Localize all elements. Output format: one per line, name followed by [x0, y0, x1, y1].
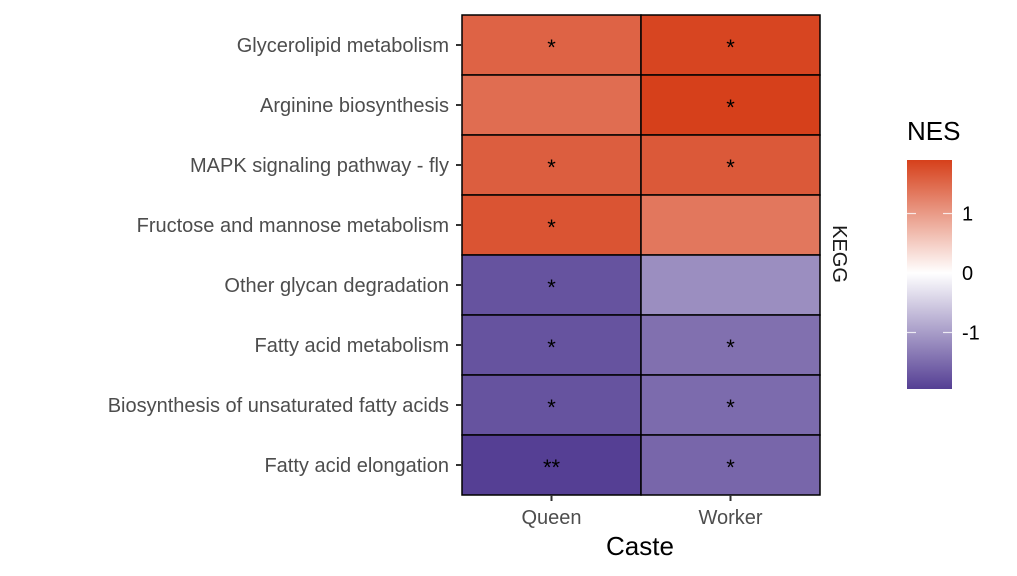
legend-colorbar [907, 160, 952, 389]
significance-star: * [547, 155, 556, 180]
color-legend: NES 1 0 -1 [907, 116, 980, 389]
significance-star: * [726, 155, 735, 180]
heatmap-cell [640, 74, 821, 136]
legend-tick-label: 1 [962, 204, 973, 226]
heatmap-cell [640, 254, 821, 316]
significance-star: * [547, 35, 556, 60]
x-tick-label: Worker [698, 507, 762, 529]
significance-star: * [726, 455, 735, 480]
y-tick-label: Glycerolipid metabolism [237, 35, 449, 57]
heatmap-cell [461, 434, 642, 496]
significance-star: * [547, 395, 556, 420]
y-tick-label: Biosynthesis of unsaturated fatty acids [108, 395, 449, 417]
heatmap-cell [640, 374, 821, 436]
heatmap-cell [640, 194, 821, 256]
significance-star: * [726, 335, 735, 360]
heatmap-cell [461, 74, 642, 136]
x-axis-title: Caste [606, 531, 674, 561]
heatmap-cell [640, 14, 821, 76]
y-tick-label: MAPK signaling pathway - fly [190, 155, 449, 177]
x-tick-label: Queen [521, 507, 581, 529]
y-tick-label: Other glycan degradation [224, 275, 449, 297]
y-tick-label: Fructose and mannose metabolism [137, 215, 449, 237]
significance-star: * [726, 35, 735, 60]
significance-star: * [547, 275, 556, 300]
significance-star: * [726, 95, 735, 120]
legend-ticks: 1 0 -1 [907, 204, 980, 344]
significance-star: * [547, 215, 556, 240]
y-tick-label: Fatty acid metabolism [254, 335, 449, 357]
heatmap-cell [461, 374, 642, 436]
y-axis: Glycerolipid metabolism Arginine biosynth… [108, 35, 462, 477]
legend-tick-label: -1 [962, 322, 980, 344]
significance-star: ** [543, 455, 561, 480]
significance-labels: * *** **** ** *** * [543, 35, 735, 480]
heatmap-cell [461, 14, 642, 76]
y-tick-label: Fatty acid elongation [264, 455, 449, 477]
significance-star: * [547, 335, 556, 360]
facet-strip-label: KEGG [828, 225, 850, 283]
legend-title: NES [907, 116, 960, 146]
significance-star: * [726, 395, 735, 420]
heatmap-cells [461, 14, 821, 496]
legend-tick-label: 0 [962, 263, 973, 285]
x-axis: Queen Worker [521, 495, 763, 529]
y-tick-label: Arginine biosynthesis [260, 95, 449, 117]
